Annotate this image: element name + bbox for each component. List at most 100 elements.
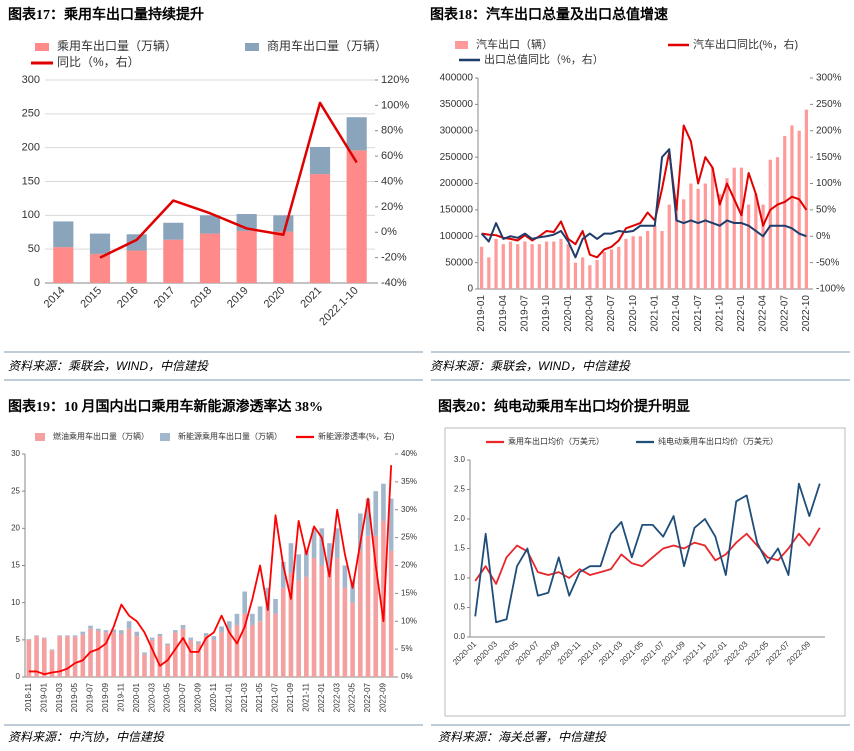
x-tick-label: 2022-01 [736,295,747,332]
x-tick-label: 2022-07 [779,295,790,332]
bar [501,244,505,289]
line-series [99,101,358,259]
y2-tick-label: 30% [401,505,417,514]
bar [350,602,355,677]
bar [173,632,178,677]
bar [163,239,184,283]
bar [119,633,124,677]
bar [53,247,74,283]
legend-swatch [245,43,259,51]
x-tick-label: 2021-10 [714,295,725,332]
bar [257,621,263,677]
legend-label: 乘用车出口均价（万美元） [508,436,604,446]
chart-title: 图表19：10 月国内出口乘用车新能源渗透率达 38% [8,398,323,415]
bar [157,633,163,637]
y-tick-label: 350000 [440,99,474,110]
bar [163,222,184,240]
bar [157,636,163,677]
y2-tick-label: 0% [401,672,413,681]
x-tick-label: 2022-03 [332,682,341,712]
x-tick-label: 2020-07 [178,682,187,712]
x-tick-label: 2021-04 [671,295,682,332]
y-tick-label: 0 [34,277,40,289]
y-tick-label: 100 [22,209,40,221]
bar [103,630,109,633]
y-tick-label: 2.5 [454,485,466,494]
chart-frame [444,427,846,717]
bar [149,637,155,640]
legend-swatch [35,43,49,51]
y2-tick-label: 5% [401,644,413,653]
x-tick-label: 2021-03 [240,682,249,712]
bar [242,613,247,677]
bar [236,230,257,283]
bar [95,628,101,631]
bar [203,633,209,637]
source-note: 资料来源：海关总署，中信建投 [438,730,607,744]
y-tick-label: 50 [28,243,40,255]
bar [53,221,74,248]
bar [334,528,340,559]
line-series [474,482,821,624]
bar [573,262,578,289]
bar [211,639,217,677]
x-tick-label: 2020-03 [147,682,156,712]
bar [304,550,309,577]
bar [111,632,116,677]
bar [327,572,332,677]
bar [119,630,124,634]
y-tick-label: 400000 [440,73,474,84]
bar [342,587,348,677]
bar [199,233,221,283]
bar [188,639,194,677]
bar [196,643,201,677]
bar [631,236,635,289]
bar [49,649,55,651]
bar [761,204,765,289]
y2-tick-label: 80% [381,125,403,137]
bar [250,613,255,625]
bar [273,215,294,232]
x-tick-label: 2021-11 [301,682,310,711]
y-tick-label: 3.0 [454,455,466,464]
bar [388,498,394,551]
bar [126,250,147,283]
legend-label: 纯电动乘用车出口均价（万美元） [658,436,778,446]
y-tick-label: 5 [16,635,21,644]
line-series [474,527,821,585]
bar [95,630,101,677]
bar [342,565,348,588]
x-tick-label: 2018-11 [24,682,33,711]
bar [34,635,39,637]
bar [196,641,201,644]
bar [660,230,664,289]
bar [350,580,355,603]
legend-swatch [35,433,45,441]
x-tick-label: 2019-10 [541,295,552,332]
x-tick-label: 2020 [262,285,288,311]
bar [273,598,278,614]
legend-label: 出口总值同比（%，右） [484,52,604,66]
y-tick-label: 10 [11,598,20,607]
y2-tick-label: 10% [401,616,417,625]
source-note: 资料来源：乘联会，WIND，中信建投 [430,359,631,373]
x-tick-label: 2021 [298,285,324,311]
x-tick-label: 2019-09 [101,682,110,712]
x-tick-label: 2015 [78,285,104,311]
bar [523,241,527,289]
bar [710,167,715,289]
bar [226,628,232,677]
y-tick-label: 150 [22,175,40,187]
bar [273,613,278,677]
bar [319,565,325,677]
bar [103,632,109,677]
bar [72,635,78,637]
x-tick-label: 2021-01 [224,682,233,712]
bar [373,491,379,536]
bar [327,543,332,573]
bar [149,639,155,677]
legend-swatch [455,41,468,49]
bar [703,183,707,289]
bar [80,631,86,635]
